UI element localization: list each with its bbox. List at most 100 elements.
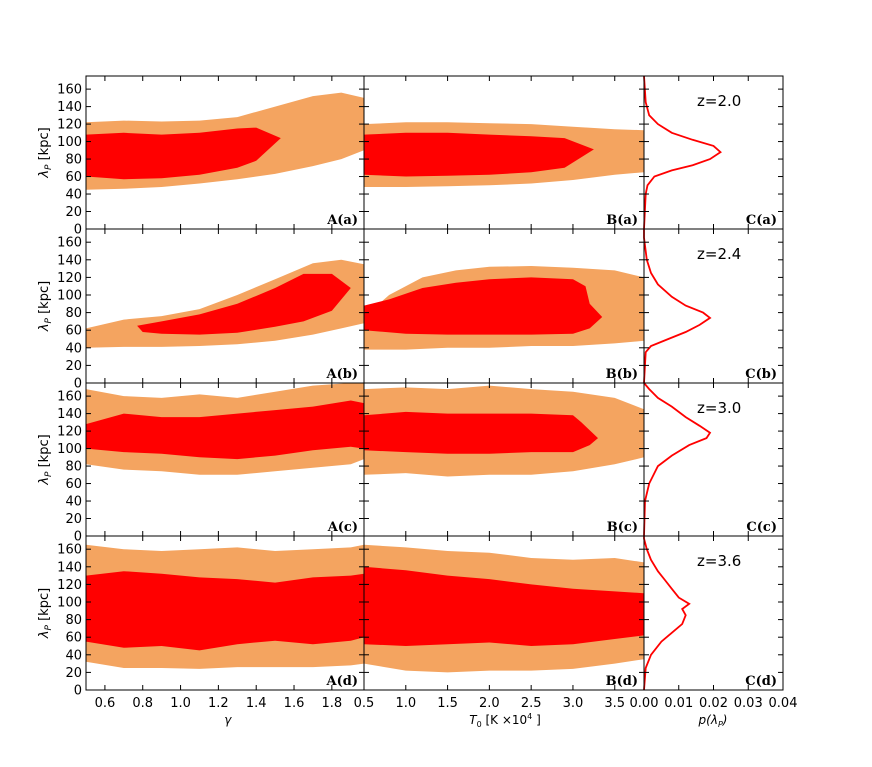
y-tick-label: 20 (65, 205, 82, 220)
y-tick-label: 160 (57, 236, 82, 251)
panel-grid: z=2.0 A(a) B(a) C(a) 0 20 40 60 80 100 120 140 160 z=… (57, 75, 798, 711)
y-tick-label: 60 (65, 477, 82, 492)
y-tick-label: 120 (57, 578, 82, 593)
panel-C-c: z=3.0 (643, 382, 741, 537)
panel-label-A(a): A(a) (326, 213, 358, 228)
contour-inner-A-a (86, 127, 281, 180)
panel-label-C(b): C(b) (745, 367, 777, 382)
panel-B-c (364, 385, 644, 477)
y-tick-label: 120 (57, 425, 82, 440)
redshift-label-d: z=3.6 (697, 552, 741, 570)
posterior-curve-b (643, 229, 712, 384)
x-axis-label-A: γ (224, 713, 232, 727)
panel-label-B(b): B(b) (606, 367, 638, 382)
y-tick-label: 100 (57, 135, 82, 150)
posterior-curve-d (643, 536, 691, 691)
posterior-curve-c (643, 382, 712, 537)
x-tick-label-A: 1.8 (322, 696, 343, 711)
y-tick-label: 0 (74, 377, 82, 392)
panel-label-C(a): C(a) (746, 213, 777, 228)
panel-C-b: z=2.4 (643, 229, 741, 384)
y-tick-label: 120 (57, 271, 82, 286)
y-tick-label: 140 (57, 560, 82, 575)
x-tick-label-A: 1.0 (170, 696, 191, 711)
y-tick-label: 40 (65, 188, 82, 203)
x-tick-label-C: 0.01 (664, 696, 693, 711)
x-tick-label-A: 1.6 (284, 696, 305, 711)
x-tick-label-A: 1.4 (246, 696, 267, 711)
x-tick-label-B: 1.5 (437, 696, 458, 711)
redshift-label-c: z=3.0 (697, 399, 741, 417)
y-tick-label: 40 (65, 495, 82, 510)
x-tick-label-C: 0.04 (769, 696, 798, 711)
posterior-curve-a (643, 75, 722, 230)
y-axis-label-d: λP [kpc] (37, 588, 54, 639)
panel-label-B(c): B(c) (607, 520, 638, 535)
y-tick-label: 140 (57, 253, 82, 268)
y-tick-label: 40 (65, 341, 82, 356)
panel-B-a (364, 122, 644, 187)
y-tick-label: 100 (57, 442, 82, 457)
y-tick-label: 0 (74, 530, 82, 545)
y-axis-label-b: λP [kpc] (37, 281, 54, 332)
panel-A-b (86, 259, 364, 348)
y-tick-label: 160 (57, 83, 82, 98)
axis-labels: λP [kpc] λP [kpc] λP [kpc] λP [kpc] γ T0 [K ×… (37, 127, 727, 729)
panel-C-d: z=3.6 (643, 536, 741, 691)
y-tick-label: 20 (65, 512, 82, 527)
y-axis-label-c: λP [kpc] (37, 434, 54, 485)
contour-inner-A-d (86, 571, 364, 651)
x-axis-label-B: T0 [K ×104 ] (469, 712, 541, 729)
y-tick-label: 60 (65, 170, 82, 185)
panel-label-A(b): A(b) (326, 367, 358, 382)
panel-label-B(a): B(a) (606, 213, 638, 228)
x-tick-label-B: 2.0 (479, 696, 500, 711)
panel-C-a: z=2.0 (643, 75, 741, 230)
x-tick-label-A: 1.2 (208, 696, 229, 711)
panel-A-c (86, 383, 364, 475)
y-tick-label: 80 (65, 306, 82, 321)
y-tick-label: 100 (57, 289, 82, 304)
x-tick-label-B: 1.0 (395, 696, 416, 711)
x-tick-label-B: 0.5 (354, 696, 375, 711)
y-tick-label: 120 (57, 118, 82, 133)
y-tick-label: 160 (57, 390, 82, 405)
y-axis-label-a: λP [kpc] (37, 127, 54, 178)
panel-A-d (86, 544, 364, 669)
y-tick-label: 20 (65, 359, 82, 374)
y-tick-label: 80 (65, 153, 82, 168)
x-tick-label-C: 0.03 (734, 696, 763, 711)
panel-B-b (364, 266, 644, 350)
panel-B-d (364, 544, 644, 673)
contour-inner-B-b (364, 277, 603, 335)
x-tick-label-C: 0.00 (630, 696, 659, 711)
y-tick-label: 60 (65, 324, 82, 339)
panel-label-B(d): B(d) (606, 674, 638, 689)
y-tick-label: 40 (65, 648, 82, 663)
x-tick-label-B: 3.0 (563, 696, 584, 711)
y-tick-label: 160 (57, 543, 82, 558)
panel-label-A(d): A(d) (326, 674, 358, 689)
x-tick-label-B: 2.5 (521, 696, 542, 711)
panel-A-a (86, 92, 364, 190)
panel-frame (643, 535, 784, 691)
contour-inner-B-a (364, 132, 594, 177)
y-tick-label: 20 (65, 666, 82, 681)
y-tick-label: 140 (57, 407, 82, 422)
x-tick-label-C: 0.02 (699, 696, 728, 711)
x-tick-label-B: 3.5 (604, 696, 625, 711)
y-tick-label: 0 (74, 223, 82, 238)
redshift-label-a: z=2.0 (697, 92, 741, 110)
contour-inner-A-c (86, 400, 364, 460)
y-tick-label: 0 (74, 684, 82, 699)
contour-inner-B-d (364, 566, 644, 646)
y-tick-label: 140 (57, 100, 82, 115)
panel-label-C(c): C(c) (746, 520, 777, 535)
x-tick-label-A: 0.6 (95, 696, 116, 711)
panel-label-A(c): A(c) (327, 520, 358, 535)
panel-label-C(d): C(d) (745, 674, 777, 689)
y-tick-label: 60 (65, 631, 82, 646)
y-tick-label: 80 (65, 460, 82, 475)
y-tick-label: 100 (57, 596, 82, 611)
y-tick-label: 80 (65, 613, 82, 628)
